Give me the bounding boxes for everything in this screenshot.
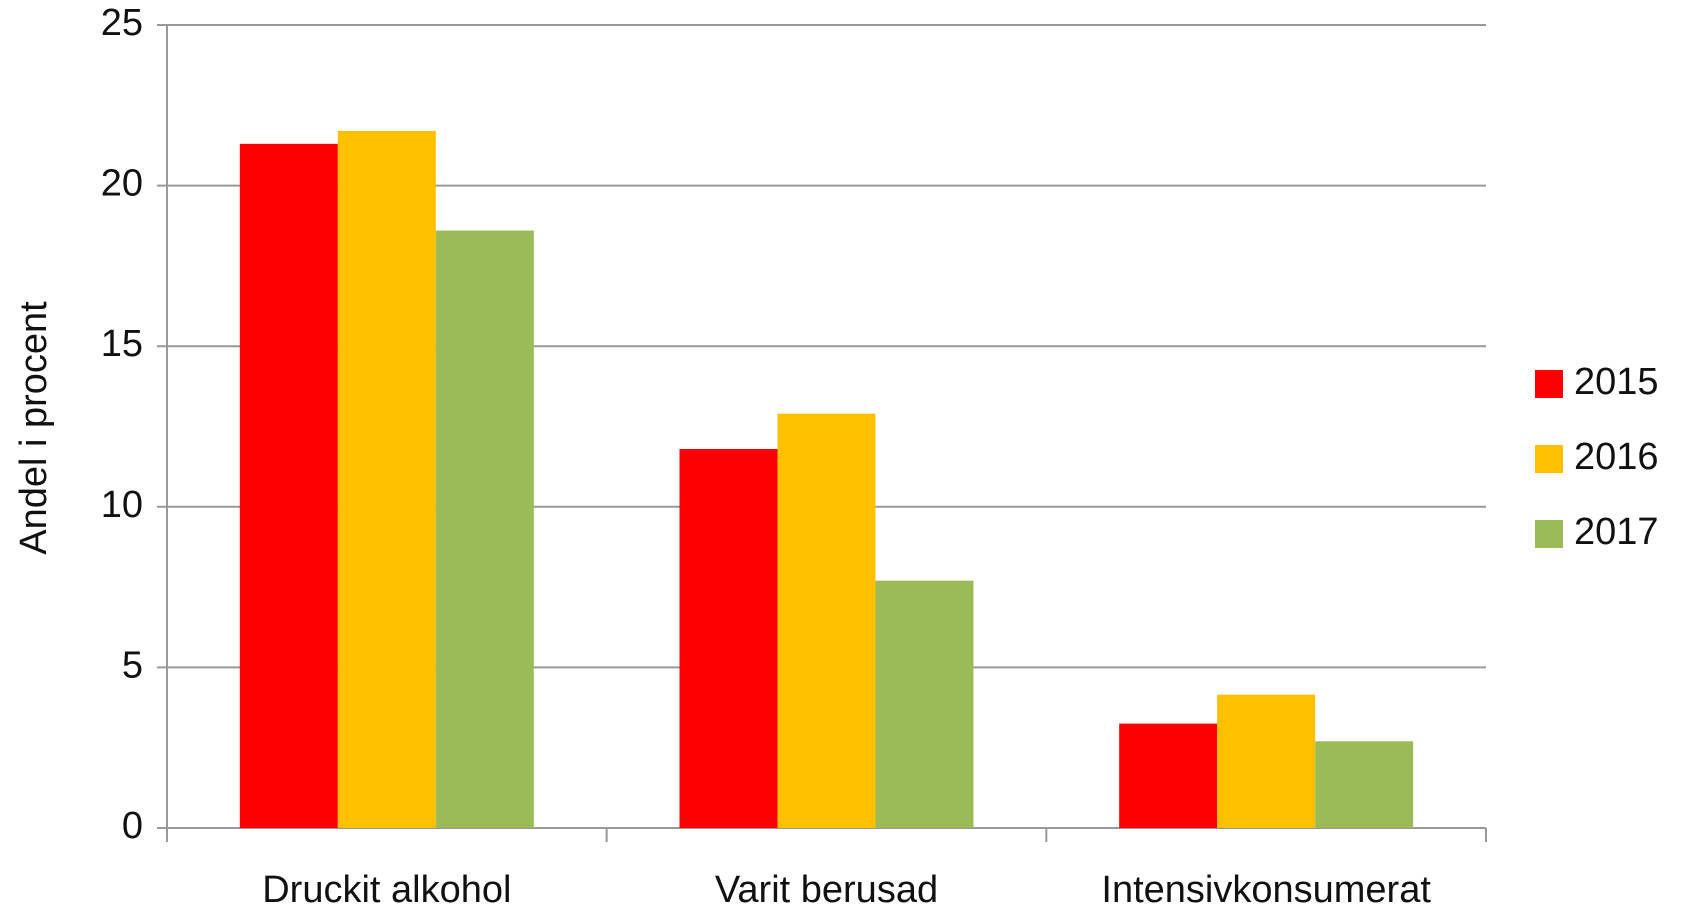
y-tick-label: 0 bbox=[122, 805, 143, 847]
bar bbox=[875, 580, 974, 828]
legend-swatch bbox=[1535, 445, 1563, 473]
x-tick-label: Druckit alkohol bbox=[262, 869, 511, 908]
legend-swatch bbox=[1535, 370, 1563, 398]
bar bbox=[1217, 694, 1316, 828]
y-tick-label: 25 bbox=[101, 2, 143, 44]
legend-swatch bbox=[1535, 520, 1563, 548]
bar bbox=[239, 143, 338, 828]
bar bbox=[777, 413, 876, 828]
y-tick-label: 10 bbox=[101, 484, 143, 526]
legend-label: 2017 bbox=[1574, 511, 1659, 553]
bar bbox=[337, 130, 436, 829]
y-tick-label: 20 bbox=[101, 163, 143, 205]
x-tick-label: Intensivkonsumerat bbox=[1101, 869, 1431, 908]
bar bbox=[435, 230, 534, 828]
x-tick-label: Varit berusad bbox=[715, 869, 938, 908]
legend-label: 2015 bbox=[1574, 361, 1659, 403]
y-tick-label: 5 bbox=[122, 644, 143, 686]
legend-label: 2016 bbox=[1574, 436, 1659, 478]
bar bbox=[1119, 723, 1218, 828]
bar bbox=[679, 448, 778, 828]
bar bbox=[1315, 741, 1414, 828]
y-axis-label: Andel i procent bbox=[13, 301, 55, 555]
y-tick-label: 15 bbox=[101, 323, 143, 365]
